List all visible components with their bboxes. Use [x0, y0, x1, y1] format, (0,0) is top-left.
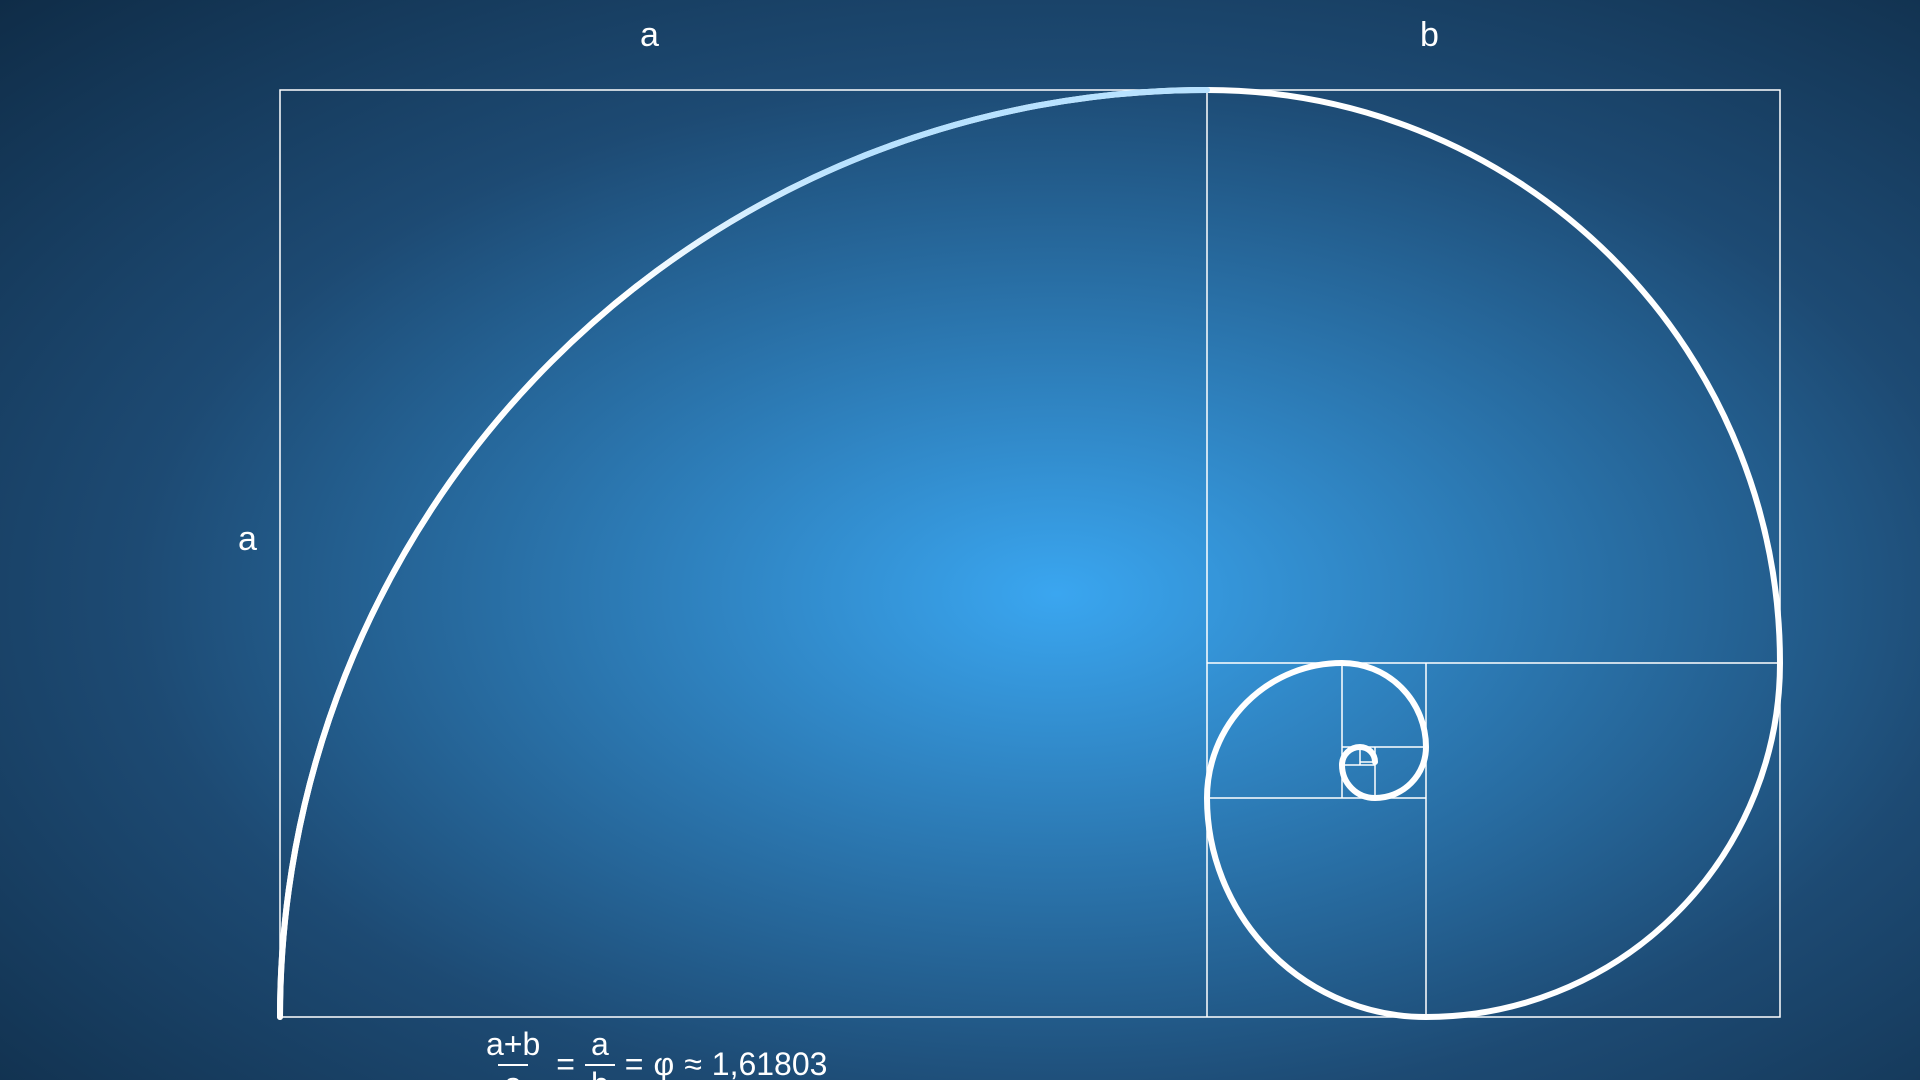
fraction-1: a+b a: [480, 1028, 546, 1080]
diagram-svg: [0, 0, 1920, 1080]
label-a-top: a: [640, 16, 659, 55]
fraction-2-denominator: b: [585, 1064, 615, 1080]
golden-spiral-tail: [280, 90, 1207, 1017]
equals-2: =: [625, 1046, 644, 1080]
equals-1: =: [556, 1046, 575, 1080]
phi-value: 1,61803: [712, 1046, 828, 1080]
golden-ratio-diagram: a b a a+b a = a b = φ ≈ 1,61803: [0, 0, 1920, 1080]
phi-symbol: φ: [653, 1046, 674, 1080]
fraction-2-numerator: a: [585, 1028, 615, 1064]
fraction-2: a b: [585, 1028, 615, 1080]
golden-ratio-formula: a+b a = a b = φ ≈ 1,61803: [480, 1028, 827, 1080]
golden-spiral: [280, 90, 1780, 1017]
label-b-top: b: [1420, 16, 1439, 55]
outer-rectangle: [280, 90, 1780, 1017]
fraction-1-numerator: a+b: [480, 1028, 546, 1064]
approx-sign: ≈: [684, 1046, 702, 1080]
label-a-left: a: [238, 520, 257, 559]
fraction-1-denominator: a: [498, 1064, 528, 1080]
